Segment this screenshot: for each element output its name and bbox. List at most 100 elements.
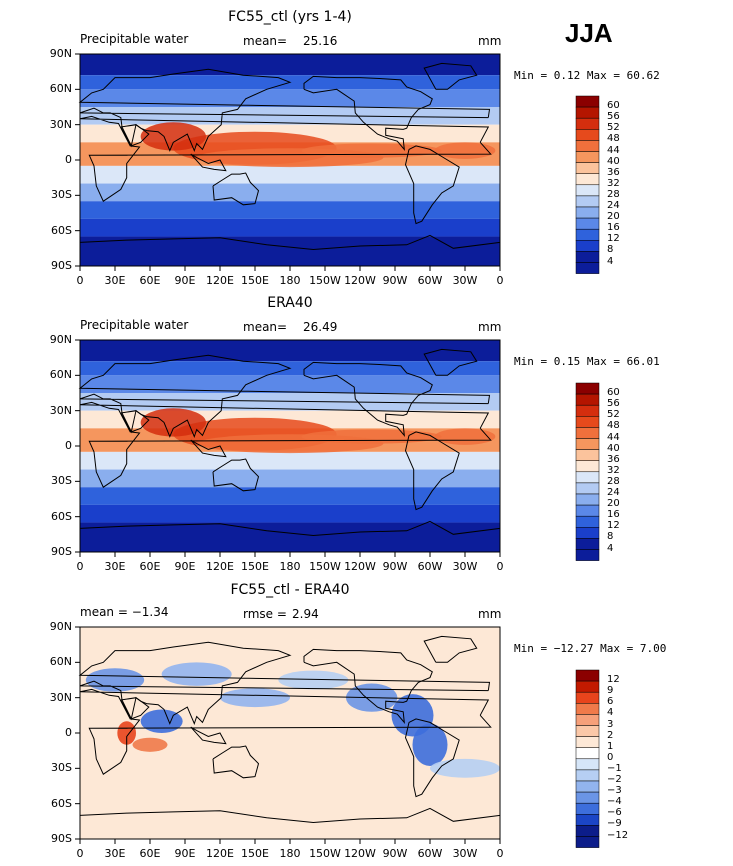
lon-label: 150W: [309, 560, 341, 573]
lat-label: 30S: [51, 761, 72, 775]
lat-label: 30N: [49, 690, 72, 704]
colorbar-swatch: [575, 802, 600, 815]
lon-label: 60W: [417, 274, 443, 287]
colorbar-label: 20: [607, 211, 620, 223]
coastline: [303, 75, 433, 151]
moisture-maximum: [434, 142, 496, 159]
colorbar-swatch: [575, 206, 600, 219]
map-band: [80, 393, 500, 411]
moisture-maximum: [140, 122, 206, 151]
colorbar-swatch: [575, 438, 600, 450]
colorbar-label: 8: [607, 244, 614, 256]
coastline: [78, 68, 491, 153]
colorbar-label: 32: [607, 464, 620, 476]
colorbar-swatch: [575, 393, 600, 406]
panel-stat-label: rmse =: [243, 607, 287, 621]
lon-label: 30E: [104, 274, 126, 287]
lat-label: 90N: [49, 333, 72, 346]
colorbar-swatch: [575, 449, 600, 461]
colorbar: [575, 95, 600, 274]
coastline: [79, 401, 492, 488]
colorbar-label: 2: [607, 729, 614, 741]
lat-label: 90S: [51, 832, 72, 845]
colorbar-swatch: [575, 416, 600, 428]
colorbar-label: 24: [607, 487, 620, 498]
panel-left-label: Precipitable water: [80, 32, 189, 46]
colorbar-swatch: [575, 162, 600, 174]
map-band: [80, 469, 500, 488]
lon-label: 90W: [382, 274, 408, 287]
colorbar-swatch: [575, 117, 600, 130]
lon-label: 60E: [139, 274, 161, 287]
colorbar-swatch: [575, 680, 600, 693]
colorbar-label: −9: [607, 818, 622, 830]
lat-label: 30S: [51, 474, 72, 488]
lat-label: 0: [65, 439, 72, 452]
lat-label: 60N: [49, 82, 72, 96]
colorbar-swatch: [575, 427, 600, 439]
colorbar-swatch: [575, 140, 600, 152]
map-band: [80, 522, 500, 552]
coastline: [78, 641, 491, 726]
lon-label: 120E: [206, 560, 234, 573]
lon-label: 0: [76, 560, 84, 573]
lon-label: 120W: [344, 560, 376, 573]
lon-label: 0: [76, 274, 84, 287]
colorbar-swatch: [575, 769, 600, 782]
lon-label: 150E: [241, 274, 269, 287]
colorbar-swatch: [575, 95, 600, 108]
anomaly-region: [132, 737, 168, 752]
colorbar-label: 48: [607, 133, 620, 145]
colorbar-swatch: [575, 251, 600, 263]
colorbar-label: 56: [607, 111, 620, 123]
colorbar-label: −12: [607, 829, 629, 841]
coastline: [190, 726, 227, 745]
colorbar-swatch: [575, 527, 600, 539]
map-band: [80, 236, 500, 266]
colorbar-label: 36: [607, 166, 620, 178]
map-band: [80, 451, 500, 470]
colorbar-swatch: [575, 747, 600, 760]
panel-title: FC55_ctl (yrs 1-4): [228, 9, 352, 25]
lon-label: 0: [76, 847, 84, 860]
lon-label: 60E: [139, 560, 161, 573]
anomaly-region: [220, 688, 290, 708]
lon-label: 150W: [309, 274, 341, 287]
lon-label: 90W: [382, 560, 408, 573]
lon-label: 30W: [452, 560, 478, 573]
lat-label: 0: [65, 153, 72, 166]
lon-label: 0: [496, 274, 504, 287]
anomaly-region: [117, 721, 136, 745]
map-band: [80, 487, 500, 505]
colorbar-swatch: [575, 493, 600, 506]
coastline: [212, 172, 260, 206]
colorbar-swatch: [575, 780, 600, 793]
lon-label: 120W: [344, 847, 376, 860]
colorbar-swatch: [575, 129, 600, 141]
colorbar-label: 60: [607, 100, 620, 112]
colorbar-swatch: [575, 515, 600, 528]
colorbar-swatch: [575, 106, 600, 119]
lat-label: 30N: [49, 117, 72, 131]
colorbar-label: 6: [607, 696, 614, 708]
moisture-maximum: [196, 434, 384, 454]
lat-label: 60N: [49, 655, 72, 669]
colorbar-swatch: [575, 714, 600, 726]
colorbar-label: 28: [607, 188, 620, 200]
coastline: [423, 635, 478, 663]
anomaly-region: [161, 662, 232, 686]
lon-label: 0: [496, 560, 504, 573]
colorbar-swatch: [575, 228, 600, 241]
colorbar-swatch: [575, 460, 600, 473]
lat-label: 0: [65, 726, 72, 739]
panel-stat-value: 25.16: [303, 34, 338, 48]
panel-left-label: Precipitable water: [80, 318, 189, 332]
coastline: [423, 348, 478, 376]
lon-label: 60E: [139, 847, 161, 860]
colorbar-label: 40: [607, 442, 620, 454]
map-panel: [75, 626, 501, 844]
panel-units: mm: [478, 34, 502, 48]
coastline: [79, 520, 501, 537]
colorbar-swatch: [575, 549, 600, 561]
